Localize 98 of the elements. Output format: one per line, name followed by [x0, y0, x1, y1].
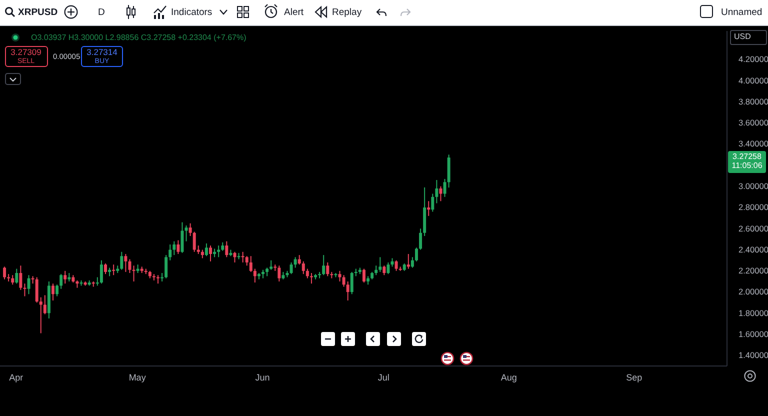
candlestick — [439, 186, 442, 202]
candlestick — [64, 270, 67, 284]
candlestick — [414, 247, 418, 262]
candlestick — [128, 258, 132, 274]
candlestick — [342, 274, 346, 288]
candlestick — [180, 222, 184, 254]
candlestick — [290, 262, 293, 275]
candlestick — [27, 274, 30, 295]
candlestick — [435, 180, 438, 204]
candlestick — [253, 268, 256, 284]
y-tick-label: 4.20000 — [738, 54, 768, 64]
y-tick-label: 4.00000 — [738, 75, 768, 86]
y-tick-label: 2.00000 — [738, 286, 768, 297]
candlestick — [306, 268, 309, 279]
candlestick — [241, 251, 244, 263]
annotation: 3.27309 — [10, 47, 42, 57]
candlestick — [168, 244, 172, 261]
candlestick — [310, 272, 313, 284]
candlestick — [302, 260, 305, 275]
candlestick — [338, 270, 342, 282]
candlestick — [294, 256, 297, 268]
candlestick — [225, 240, 228, 258]
candlestick — [112, 264, 116, 276]
candlestick — [443, 178, 446, 198]
annotation: O3.03937 H3.30000 L2.98856 C3.27258 +0.23304 (+7.67%) — [31, 33, 246, 42]
text: 11:05:06 — [730, 160, 764, 170]
candlestick — [386, 262, 390, 275]
candlestick — [56, 284, 59, 297]
y-tick-label: 3.80000 — [738, 96, 768, 106]
candlestick — [184, 224, 188, 242]
candlestick — [11, 274, 14, 286]
text: USD — [734, 32, 751, 41]
text: Replay — [332, 6, 362, 18]
candlestick — [19, 265, 22, 290]
candlestick — [270, 260, 273, 270]
candlestick — [192, 231, 196, 252]
candlestick — [406, 253, 410, 270]
x-tick-label: Jun — [255, 372, 270, 382]
candlestick — [39, 296, 42, 334]
candlestick — [15, 268, 18, 284]
candlestick — [346, 280, 350, 301]
candlestick — [124, 253, 128, 272]
text: Unnamed — [721, 6, 762, 18]
text: D — [98, 6, 105, 18]
candlestick — [322, 254, 326, 276]
candlestick — [298, 254, 301, 266]
candlestick — [209, 245, 212, 262]
y-tick-label: 2.80000 — [738, 202, 768, 212]
text: Indicators — [171, 6, 212, 18]
candlestick — [326, 262, 330, 277]
text: 3.27258 — [732, 152, 762, 161]
candlestick — [120, 251, 124, 270]
candlestick — [394, 260, 398, 272]
candlestick — [3, 266, 6, 280]
x-tick-label: Aug — [500, 372, 517, 382]
y-tick-label: 1.60000 — [738, 328, 768, 339]
y-tick-label: 1.40000 — [738, 350, 768, 360]
candlestick — [188, 222, 192, 237]
candlestick — [104, 262, 107, 275]
candlestick — [233, 251, 236, 263]
candlestick — [176, 240, 180, 254]
x-tick-label: Sep — [626, 372, 642, 382]
candlestick — [431, 193, 434, 212]
candlestick — [204, 242, 208, 257]
x-tick-label: May — [128, 372, 146, 382]
candlestick — [427, 200, 430, 216]
candlestick — [164, 254, 168, 279]
y-tick-label: 2.20000 — [738, 266, 768, 276]
candlestick — [23, 283, 26, 297]
x-tick-label: Jul — [378, 372, 390, 382]
candlestick — [132, 265, 136, 282]
y-tick-label: 2.60000 — [738, 223, 768, 234]
y-tick-label: 3.60000 — [738, 118, 768, 128]
candlestick — [382, 265, 386, 276]
candlestick — [419, 228, 422, 250]
candlestick — [350, 271, 354, 295]
candlestick — [100, 260, 103, 284]
candlestick — [60, 274, 63, 290]
y-tick-label: 3.40000 — [738, 138, 768, 149]
candlestick — [51, 283, 54, 301]
annotation: 3.27314 — [86, 47, 118, 57]
y-tick-label: 2.40000 — [738, 244, 768, 254]
candlestick — [249, 256, 252, 272]
text: Alert — [284, 6, 304, 18]
y-tick-label: 1.80000 — [738, 308, 768, 318]
candlestick — [374, 265, 378, 276]
candlestick — [35, 276, 38, 304]
chart-title: XRPUSD — [18, 6, 58, 18]
y-tick-label: 3.00000 — [738, 181, 768, 192]
candlestick — [278, 265, 281, 282]
candlestick — [410, 256, 414, 268]
candlestick — [245, 256, 248, 266]
candlestick — [172, 240, 176, 256]
candlestick — [378, 256, 382, 272]
candlestick — [217, 245, 220, 258]
x-tick-label: Apr — [9, 372, 24, 382]
candlestick — [43, 294, 46, 315]
candlestick — [362, 268, 366, 284]
